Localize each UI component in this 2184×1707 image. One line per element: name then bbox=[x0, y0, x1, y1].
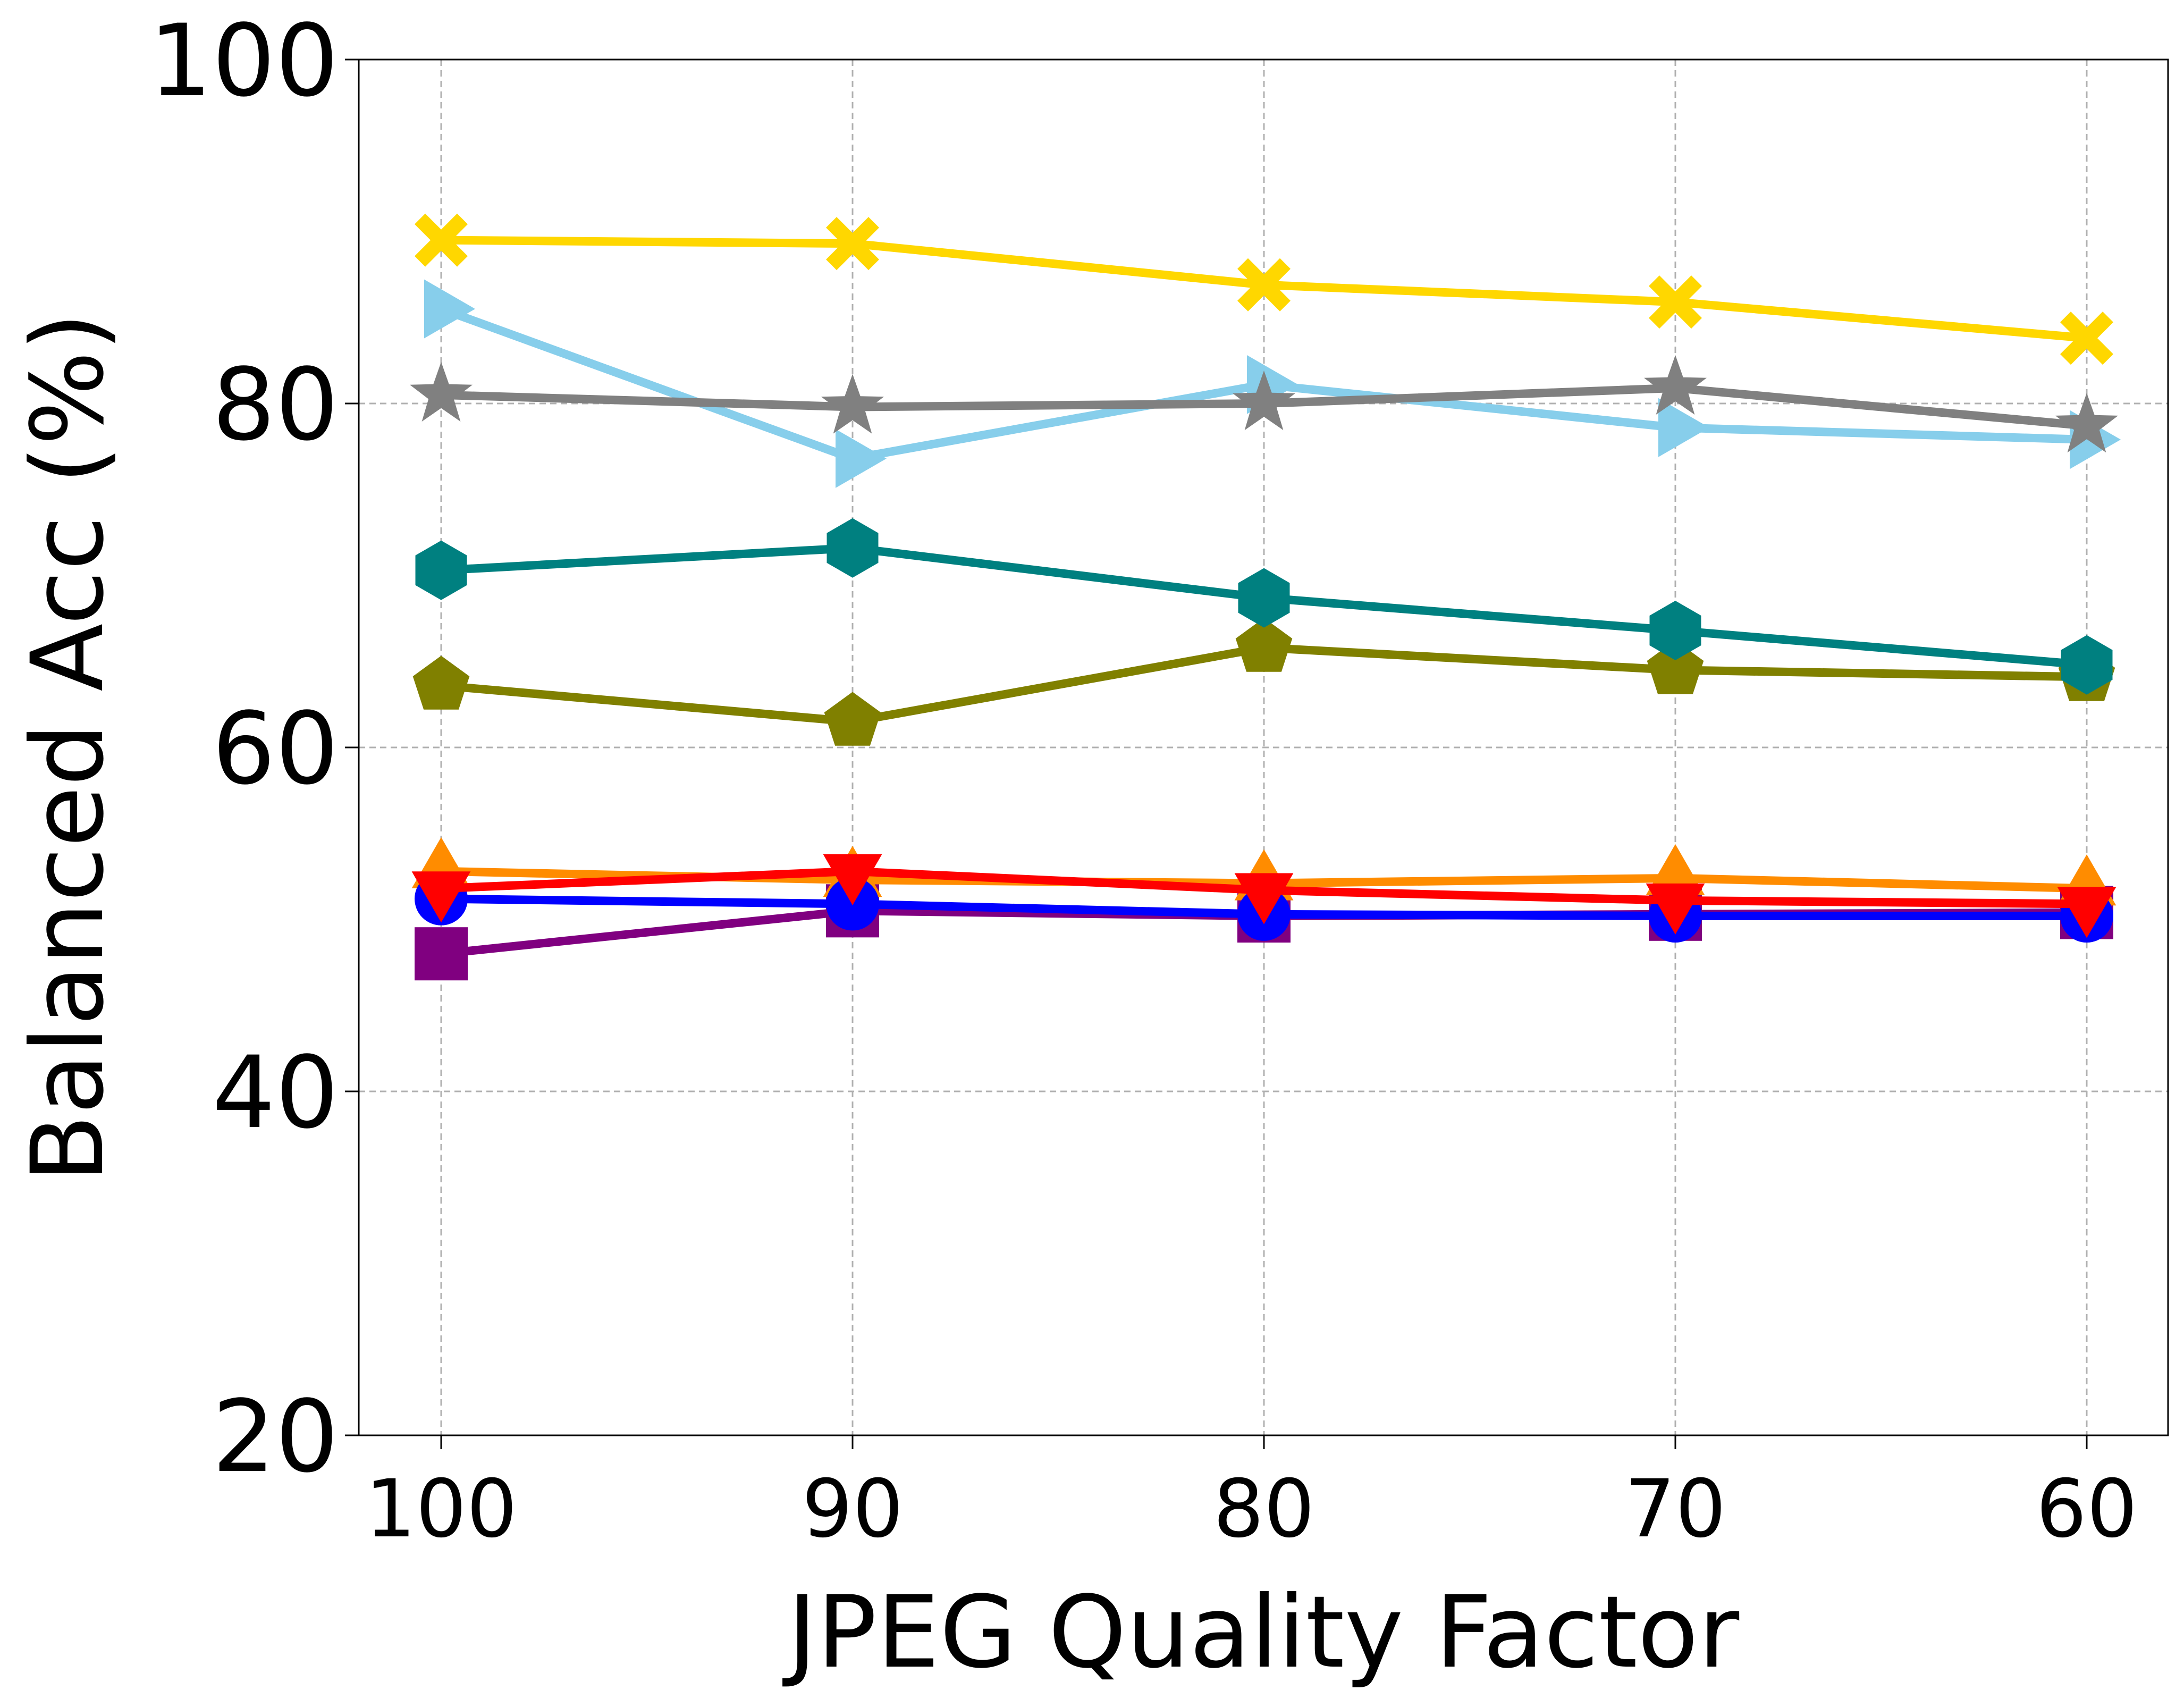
data-point-red-triangle-down bbox=[823, 854, 882, 905]
data-point-olive-pentagon bbox=[1235, 618, 1293, 672]
data-point-teal-hexagon bbox=[1238, 568, 1290, 628]
data-point-orange-triangle-up bbox=[1646, 844, 1705, 895]
series-red-triangle-down bbox=[411, 854, 2116, 938]
data-point-gold-x bbox=[415, 213, 468, 267]
data-point-teal-hexagon bbox=[1649, 601, 1701, 660]
data-point-teal-hexagon bbox=[415, 540, 467, 600]
series-teal-hexagon bbox=[415, 518, 2113, 695]
data-point-gray-star bbox=[1644, 355, 1707, 415]
y-tick-label: 20 bbox=[212, 1379, 339, 1495]
data-point-gray-star bbox=[410, 361, 473, 422]
y-tick-label: 80 bbox=[212, 347, 339, 463]
data-point-red-triangle-down bbox=[1646, 883, 1705, 935]
data-point-olive-pentagon bbox=[412, 655, 470, 710]
y-tick-label: 60 bbox=[212, 691, 339, 807]
data-point-gray-star bbox=[2055, 393, 2118, 453]
y-axis-ticks: 20 40 60 80 100 bbox=[149, 3, 359, 1495]
data-point-skyblue-triangle-right bbox=[1658, 398, 1709, 457]
data-point-olive-pentagon bbox=[1647, 640, 1704, 694]
data-point-gold-x bbox=[826, 217, 879, 271]
y-axis-title: Balanced Acc (%) bbox=[10, 312, 126, 1182]
data-point-teal-hexagon bbox=[2061, 635, 2113, 695]
y-tick-label: 40 bbox=[212, 1035, 339, 1151]
series-gray-star bbox=[410, 355, 2118, 453]
data-point-skyblue-triangle-right bbox=[836, 429, 887, 488]
data-point-gray-star bbox=[821, 374, 884, 434]
data-point-teal-hexagon bbox=[827, 518, 879, 578]
data-point-red-triangle-down bbox=[411, 871, 471, 923]
series-layer bbox=[410, 213, 2121, 981]
data-point-red-triangle-down bbox=[2057, 887, 2116, 938]
data-point-purple-square bbox=[415, 927, 468, 981]
data-point-gold-x bbox=[1649, 275, 1702, 329]
x-tick-label: 70 bbox=[1625, 1463, 1726, 1555]
x-axis-ticks: 100 90 80 70 60 bbox=[365, 1435, 2138, 1555]
x-tick-label: 60 bbox=[2036, 1463, 2138, 1555]
data-point-skyblue-triangle-right bbox=[424, 279, 475, 339]
y-tick-label: 100 bbox=[149, 3, 339, 119]
data-point-olive-pentagon bbox=[824, 692, 881, 746]
x-tick-label: 100 bbox=[365, 1463, 517, 1555]
x-axis-title: JPEG Quality Factor bbox=[782, 1575, 1740, 1691]
data-point-gold-x bbox=[2060, 312, 2113, 365]
data-point-red-triangle-down bbox=[1234, 873, 1294, 924]
x-tick-label: 90 bbox=[802, 1463, 904, 1555]
data-point-gold-x bbox=[1237, 258, 1291, 312]
x-tick-label: 80 bbox=[1213, 1463, 1315, 1555]
data-point-gray-star bbox=[1233, 371, 1295, 431]
series-gold-x bbox=[415, 213, 2113, 365]
